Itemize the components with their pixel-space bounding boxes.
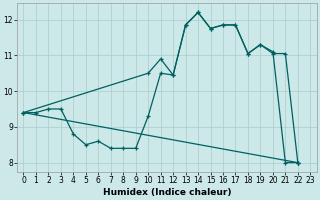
X-axis label: Humidex (Indice chaleur): Humidex (Indice chaleur)	[103, 188, 231, 197]
